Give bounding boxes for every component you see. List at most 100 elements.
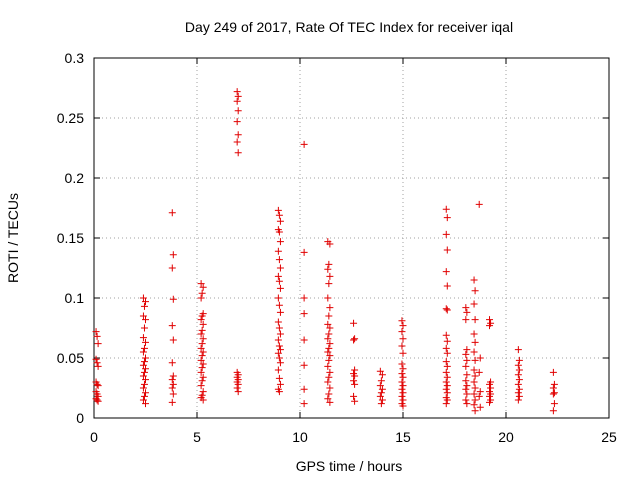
data-point-marker [234, 388, 242, 396]
data-point-marker [324, 294, 332, 302]
data-point-marker [326, 340, 334, 348]
data-point-marker [398, 385, 406, 393]
data-point-marker [326, 240, 334, 248]
data-point-marker [462, 316, 470, 324]
data-point-marker [550, 400, 558, 408]
data-point-marker [470, 330, 478, 338]
data-point-marker [274, 366, 282, 374]
data-point-marker [276, 330, 284, 338]
data-point-marker [515, 356, 523, 364]
data-point-marker [550, 380, 558, 388]
data-point-marker [325, 312, 333, 320]
data-point-marker [274, 206, 282, 214]
data-point-marker [197, 382, 205, 390]
data-point-marker [233, 97, 241, 105]
data-point-marker [399, 402, 407, 410]
data-point-marker [326, 304, 334, 312]
x-tick-label: 15 [395, 429, 411, 445]
data-point-marker [140, 392, 148, 400]
data-point-marker [550, 389, 558, 397]
data-point-marker [442, 400, 450, 408]
data-point-marker [470, 378, 478, 386]
data-point-marker [140, 380, 148, 388]
data-point-marker [324, 265, 332, 273]
data-point-marker [275, 342, 283, 350]
data-point-marker [442, 378, 450, 386]
data-point-marker [276, 217, 284, 225]
y-tick-label: 0.15 [57, 230, 84, 246]
data-point-marker [275, 228, 283, 236]
data-point-marker [93, 396, 101, 404]
data-point-marker [514, 371, 522, 379]
data-point-marker [398, 328, 406, 336]
data-point-marker [351, 380, 359, 388]
data-point-marker [276, 284, 284, 292]
data-point-marker [325, 330, 333, 338]
data-point-marker [471, 384, 479, 392]
data-point-marker [470, 276, 478, 284]
data-point-marker [300, 385, 308, 393]
data-point-marker [463, 346, 471, 354]
y-tick-label: 0.05 [57, 350, 84, 366]
x-tick-label: 0 [90, 429, 98, 445]
data-point-marker [142, 298, 149, 306]
data-point-marker [462, 350, 470, 358]
data-point-marker [325, 356, 333, 364]
data-point-marker [471, 356, 479, 364]
data-point-marker [198, 312, 206, 320]
data-point-marker [324, 378, 332, 386]
data-point-marker [351, 366, 359, 374]
data-point-marker [443, 382, 451, 390]
data-point-marker [350, 319, 358, 327]
data-point-marker [486, 322, 494, 330]
data-point-marker [276, 359, 284, 367]
data-point-marker [399, 396, 407, 404]
y-tick-label: 0.25 [57, 110, 84, 126]
data-point-marker [463, 382, 471, 390]
data-point-marker [197, 330, 205, 338]
data-point-marker [197, 294, 205, 302]
data-point-marker [234, 131, 242, 139]
data-point-marker [142, 389, 149, 397]
data-point-marker [514, 361, 522, 369]
data-point-marker [199, 373, 207, 381]
data-point-marker [350, 336, 358, 344]
data-point-marker [140, 344, 148, 352]
data-point-marker [233, 88, 241, 96]
data-point-marker [199, 360, 207, 368]
data-point-marker [325, 390, 333, 398]
data-point-marker [326, 384, 334, 392]
data-point-marker [275, 354, 283, 362]
data-point-marker [443, 337, 451, 345]
data-point-marker [442, 368, 450, 376]
data-point-marker [514, 380, 522, 388]
data-point-marker [93, 332, 101, 340]
data-point-marker [351, 372, 359, 380]
data-point-marker [476, 403, 484, 411]
data-point-marker [549, 384, 557, 392]
data-point-marker [476, 354, 484, 362]
data-point-marker [378, 385, 386, 393]
data-point-marker [378, 396, 386, 404]
data-point-marker [398, 360, 406, 368]
data-point-marker [169, 336, 177, 344]
data-point-marker [463, 308, 471, 316]
data-point-marker [93, 359, 101, 367]
data-point-marker [326, 398, 334, 406]
data-point-marker [443, 396, 451, 404]
data-point-marker [199, 283, 207, 291]
data-point-marker [377, 400, 385, 408]
data-point-marker [326, 272, 334, 280]
y-tick-label: 0.1 [65, 290, 85, 306]
x-tick-label: 25 [601, 429, 617, 445]
y-tick-label: 0 [76, 410, 84, 426]
data-point-marker [276, 264, 284, 272]
data-point-marker [514, 389, 522, 397]
data-point-marker [142, 365, 149, 373]
y-axis-label: ROTI / TECUs [5, 193, 21, 283]
data-point-marker [168, 359, 176, 367]
data-point-marker [142, 316, 149, 324]
data-point-marker [276, 308, 284, 316]
data-point-marker [376, 382, 384, 390]
